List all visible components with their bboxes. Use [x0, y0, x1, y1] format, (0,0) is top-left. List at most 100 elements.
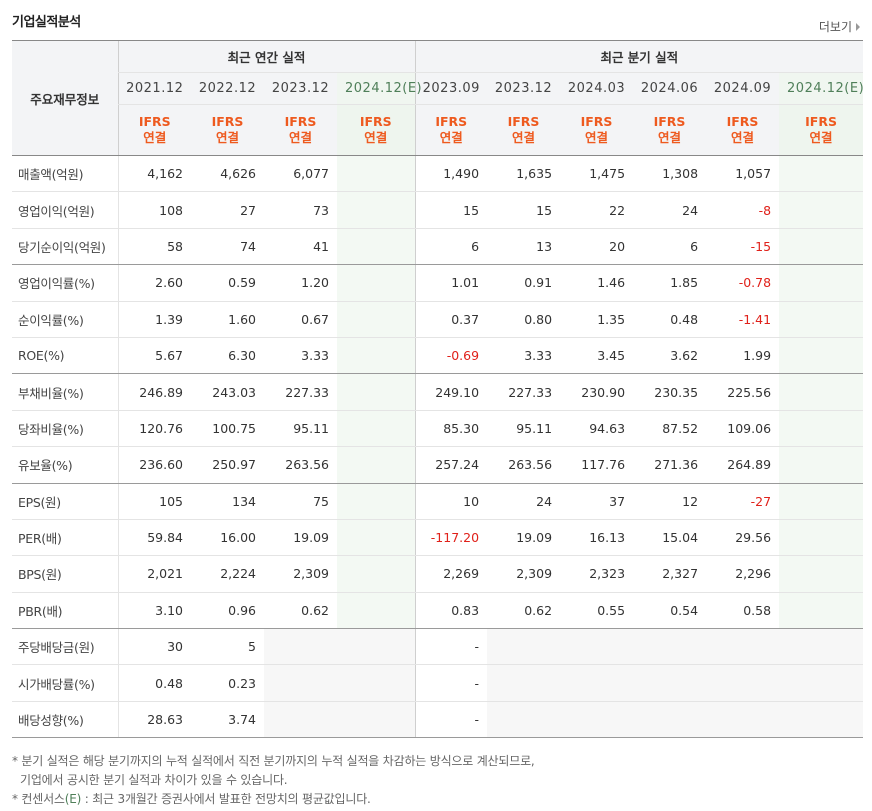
- ifrs-quarter-1: IFRS 연결: [487, 104, 561, 156]
- row-label: 당좌비율(%): [12, 410, 119, 448]
- cell-annual-0: 4,162: [117, 155, 191, 193]
- cell-quarter-4: 109.06: [706, 410, 780, 448]
- cell-annual-1: 0.59: [191, 264, 264, 302]
- cell-annual-1: 0.96: [191, 592, 264, 630]
- table-row: ROE(%) 5.67 6.30 3.33 -0.69 3.33 3.45 3.62 1.99: [12, 337, 864, 375]
- cell-annual-3: [337, 592, 416, 630]
- table-row: 순이익률(%) 1.39 1.60 0.67 0.37 0.80 1.35 0.48 -1.41: [12, 301, 864, 338]
- table-row: 유보율(%) 236.60 250.97 263.56 257.24 263.56 117.…: [12, 446, 864, 484]
- cell-quarter-1: 0.91: [487, 264, 561, 302]
- section-title: 기업실적분석: [12, 15, 81, 30]
- period-annual-2: 2023.12: [264, 72, 337, 105]
- cell-annual-2: 75: [264, 483, 337, 520]
- cell-annual-2: 6,077: [264, 155, 337, 193]
- row-label: 배당성향(%): [12, 701, 119, 739]
- cell-annual-2: 95.11: [264, 410, 337, 448]
- cell-quarter-5: [779, 410, 864, 448]
- cell-annual-3: [337, 701, 416, 739]
- cell-quarter-0: 6: [414, 228, 488, 266]
- cell-quarter-4: 2,296: [706, 555, 780, 593]
- cell-annual-1: 1.60: [191, 301, 264, 338]
- cell-quarter-3: 0.54: [633, 592, 707, 630]
- cell-quarter-3: 2,327: [633, 555, 707, 593]
- cell-quarter-5: [779, 519, 864, 557]
- row-label: 부채비율(%): [12, 373, 119, 411]
- cell-quarter-3: [633, 664, 707, 702]
- cell-quarter-0: -: [414, 701, 488, 739]
- cell-annual-3: [337, 191, 416, 229]
- row-label: 주당배당금(원): [12, 628, 119, 666]
- cell-quarter-4: -8: [706, 191, 780, 229]
- cell-quarter-3: 87.52: [633, 410, 707, 448]
- cell-annual-0: 108: [117, 191, 191, 229]
- row-label: 당기순이익(억원): [12, 228, 119, 266]
- cell-annual-0: 5.67: [117, 337, 191, 375]
- header-corner: 주요재무정보: [12, 40, 118, 156]
- period-quarter-4: 2024.09: [706, 72, 780, 105]
- cell-quarter-5: [779, 337, 864, 375]
- cell-quarter-2: 1.46: [560, 264, 634, 302]
- cell-quarter-4: -0.78: [706, 264, 780, 302]
- cell-quarter-5: [779, 301, 864, 338]
- footnote-2: * 컨센서스(E) : 최근 3개월간 증권사에서 발표한 전망치의 평균값입니…: [12, 792, 371, 806]
- cell-quarter-3: 3.62: [633, 337, 707, 375]
- cell-quarter-5: [779, 483, 864, 520]
- cell-annual-2: 19.09: [264, 519, 337, 557]
- cell-quarter-1: [487, 628, 561, 666]
- ifrs-quarter-3: IFRS 연결: [633, 104, 707, 156]
- cell-quarter-5: [779, 446, 864, 484]
- cell-quarter-0: 85.30: [414, 410, 488, 448]
- cell-quarter-1: 0.62: [487, 592, 561, 630]
- footnote-1: * 분기 실적은 해당 분기까지의 누적 실적에서 직전 분기까지의 누적 실적…: [12, 754, 535, 768]
- cell-quarter-2: 1,475: [560, 155, 634, 193]
- cell-quarter-0: 0.83: [414, 592, 488, 630]
- more-link[interactable]: 더보기: [819, 18, 860, 35]
- table-row: 매출액(억원) 4,162 4,626 6,077 1,490 1,635 1,475 1,3…: [12, 155, 864, 193]
- period-quarter-3: 2024.06: [633, 72, 707, 105]
- period-quarter-2: 2024.03: [560, 72, 634, 105]
- cell-annual-3: [337, 228, 416, 266]
- cell-annual-0: 1.39: [117, 301, 191, 338]
- cell-quarter-4: [706, 664, 780, 702]
- cell-quarter-0: -117.20: [414, 519, 488, 557]
- cell-annual-2: 0.67: [264, 301, 337, 338]
- cell-quarter-4: 29.56: [706, 519, 780, 557]
- cell-quarter-5: [779, 701, 864, 739]
- cell-quarter-2: [560, 701, 634, 739]
- cell-quarter-0: 0.37: [414, 301, 488, 338]
- period-annual-1: 2022.12: [191, 72, 264, 105]
- cell-annual-3: [337, 483, 416, 520]
- cell-quarter-1: [487, 701, 561, 739]
- cell-quarter-4: 1.99: [706, 337, 780, 375]
- table-row: PBR(배) 3.10 0.96 0.62 0.83 0.62 0.55 0.54 0.58: [12, 592, 864, 630]
- ifrs-quarter-4: IFRS 연결: [706, 104, 780, 156]
- cell-annual-0: 30: [117, 628, 191, 666]
- cell-quarter-0: 10: [414, 483, 488, 520]
- cell-quarter-4: [706, 701, 780, 739]
- cell-annual-0: 246.89: [117, 373, 191, 411]
- cell-annual-0: 2,021: [117, 555, 191, 593]
- cell-quarter-1: 19.09: [487, 519, 561, 557]
- cell-annual-2: [264, 664, 337, 702]
- cell-quarter-1: 24: [487, 483, 561, 520]
- ifrs-annual-0: IFRS 연결: [117, 104, 191, 156]
- cell-annual-1: 3.74: [191, 701, 264, 739]
- table-row: 시가배당률(%) 0.48 0.23 -: [12, 664, 864, 702]
- cell-annual-0: 105: [117, 483, 191, 520]
- cell-annual-1: 16.00: [191, 519, 264, 557]
- table-row: 당기순이익(억원) 58 74 41 6 13 20 6 -15: [12, 228, 864, 266]
- cell-annual-2: 227.33: [264, 373, 337, 411]
- cell-annual-3: [337, 628, 416, 666]
- row-label: 시가배당률(%): [12, 664, 119, 702]
- ifrs-quarter-0: IFRS 연결: [414, 104, 488, 156]
- cell-quarter-0: 15: [414, 191, 488, 229]
- cell-quarter-2: 230.90: [560, 373, 634, 411]
- period-annual-3: 2024.12(E): [337, 72, 422, 105]
- cell-annual-1: 243.03: [191, 373, 264, 411]
- cell-quarter-3: 12: [633, 483, 707, 520]
- row-label: 영업이익률(%): [12, 264, 119, 302]
- ifrs-annual-1: IFRS 연결: [191, 104, 264, 156]
- cell-annual-0: 58: [117, 228, 191, 266]
- cell-quarter-5: [779, 592, 864, 630]
- header-quarter-group: 최근 분기 실적: [414, 40, 864, 73]
